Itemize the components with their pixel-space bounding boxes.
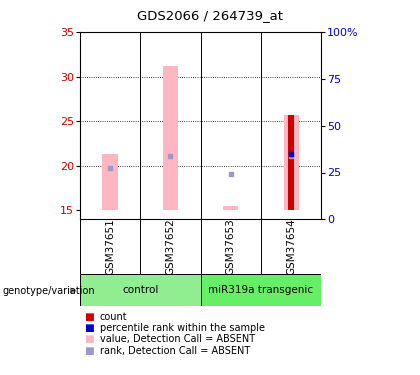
Bar: [284, 115, 299, 210]
Text: count: count: [100, 312, 128, 322]
Text: ■: ■: [84, 346, 94, 355]
Text: GSM37654: GSM37654: [286, 218, 296, 275]
Text: GSM37653: GSM37653: [226, 218, 236, 275]
Text: GDS2066 / 264739_at: GDS2066 / 264739_at: [137, 9, 283, 22]
Text: rank, Detection Call = ABSENT: rank, Detection Call = ABSENT: [100, 346, 250, 355]
Text: genotype/variation: genotype/variation: [2, 286, 95, 296]
Bar: [80, 274, 200, 306]
Bar: [289, 115, 294, 210]
Text: ■: ■: [84, 323, 94, 333]
Bar: [102, 154, 118, 210]
Text: GSM37652: GSM37652: [165, 218, 176, 275]
Text: GSM37651: GSM37651: [105, 218, 115, 275]
Text: control: control: [122, 285, 158, 295]
Text: ■: ■: [84, 334, 94, 344]
Bar: [200, 274, 321, 306]
Text: miR319a transgenic: miR319a transgenic: [208, 285, 313, 295]
Text: ■: ■: [84, 312, 94, 322]
Text: value, Detection Call = ABSENT: value, Detection Call = ABSENT: [100, 334, 255, 344]
Bar: [163, 66, 178, 210]
Text: percentile rank within the sample: percentile rank within the sample: [100, 323, 265, 333]
Bar: [223, 206, 238, 210]
